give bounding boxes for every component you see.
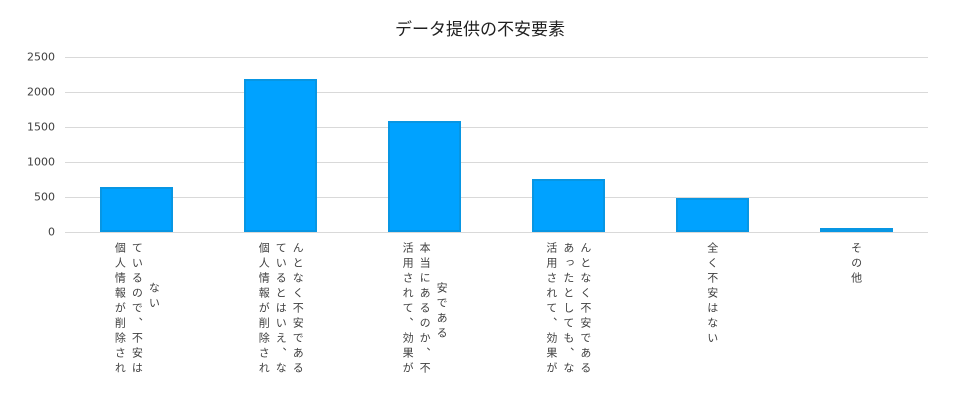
x-label-column: 個人情報が削除され: [113, 242, 127, 377]
y-tick-label: 1500: [27, 120, 55, 134]
bar: [531, 178, 605, 232]
x-category-label: 個人情報が削除され ているので、不安は ない: [111, 242, 162, 377]
y-tick-label: 2000: [27, 85, 55, 99]
x-category-label: 活用されて、効果が 本当にあるのか、不 安である: [399, 242, 450, 377]
gridline: [65, 162, 928, 163]
x-label-column: 活用されて、効果が: [401, 242, 415, 377]
gridline: [65, 57, 928, 58]
gridline: [65, 232, 928, 233]
x-label-column: ているとはいえ、な: [274, 242, 288, 377]
x-label-column: 個人情報が削除され: [257, 242, 271, 377]
x-label-column: んとなく不安である: [578, 242, 592, 377]
x-label-column: あったとしても、な: [561, 242, 575, 377]
y-tick-label: 0: [48, 225, 55, 239]
x-category-label: 個人情報が削除され ているとはいえ、な んとなく不安である: [255, 242, 306, 377]
x-category-label: 活用されて、効果が あったとしても、な んとなく不安である: [543, 242, 594, 377]
x-label-column: 全く不安はない: [705, 242, 719, 347]
bar: [675, 197, 749, 232]
bar: [819, 227, 893, 232]
gridline: [65, 197, 928, 198]
y-tick-label: 2500: [27, 50, 55, 64]
plot-area: [65, 57, 928, 233]
x-label-column: 本当にあるのか、不: [418, 242, 432, 377]
x-label-column: 安である: [435, 282, 449, 342]
x-label-column: ない: [147, 282, 161, 312]
gridline: [65, 92, 928, 93]
y-tick-label: 500: [34, 190, 55, 204]
x-label-column: 活用されて、効果が: [544, 242, 558, 377]
x-category-label: 全く不安はない: [704, 242, 721, 347]
chart-title: データ提供の不安要素: [395, 20, 565, 40]
x-label-column: その他: [849, 242, 863, 287]
x-label-column: ているので、不安は: [130, 242, 144, 377]
x-category-label: その他: [848, 242, 865, 287]
y-tick-label: 1000: [27, 155, 55, 169]
bar: [244, 79, 318, 232]
gridline: [65, 127, 928, 128]
bar: [388, 120, 462, 232]
bar: [100, 186, 174, 232]
x-label-column: んとなく不安である: [291, 242, 305, 377]
